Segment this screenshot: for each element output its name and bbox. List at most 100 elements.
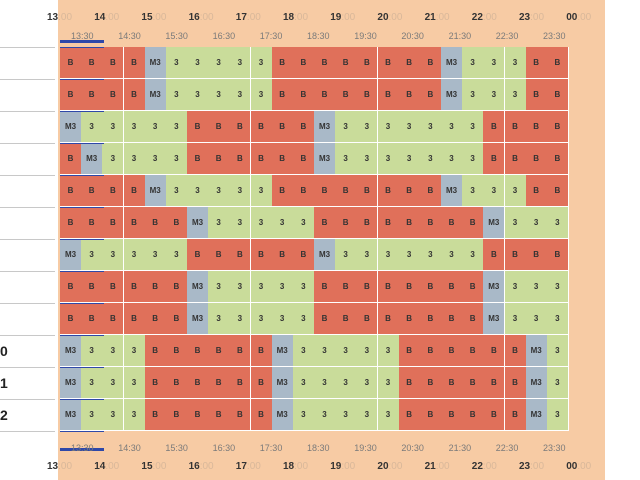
schedule-cell[interactable]: M3: [187, 207, 209, 239]
schedule-cell[interactable]: B: [292, 111, 315, 143]
schedule-cell[interactable]: B: [525, 239, 548, 271]
schedule-cell[interactable]: 3: [102, 239, 125, 271]
schedule-cell[interactable]: 3: [441, 111, 463, 143]
schedule-cell[interactable]: B: [165, 399, 188, 431]
schedule-cell[interactable]: 3: [335, 239, 358, 271]
schedule-cell[interactable]: 3: [546, 303, 569, 335]
schedule-cell[interactable]: 3: [462, 79, 485, 111]
schedule-cell[interactable]: B: [504, 143, 527, 175]
schedule-cell[interactable]: M3: [483, 303, 506, 335]
schedule-cell[interactable]: B: [441, 367, 463, 399]
schedule-cell[interactable]: 3: [462, 175, 485, 207]
schedule-cell[interactable]: M3: [271, 335, 294, 367]
schedule-cell[interactable]: B: [314, 175, 336, 207]
schedule-cell[interactable]: 3: [335, 367, 358, 399]
schedule-cell[interactable]: B: [60, 303, 82, 335]
schedule-cell[interactable]: 3: [208, 47, 231, 79]
schedule-cell[interactable]: B: [271, 143, 294, 175]
schedule-cell[interactable]: B: [271, 47, 294, 79]
schedule-cell[interactable]: M3: [60, 239, 82, 271]
schedule-cell[interactable]: B: [144, 399, 167, 431]
schedule-cell[interactable]: B: [187, 143, 209, 175]
schedule-cell[interactable]: B: [356, 207, 379, 239]
schedule-cell[interactable]: M3: [187, 271, 209, 303]
schedule-cell[interactable]: 3: [504, 79, 527, 111]
schedule-cell[interactable]: B: [398, 79, 421, 111]
schedule-cell[interactable]: 3: [123, 143, 146, 175]
schedule-cell[interactable]: 3: [292, 271, 315, 303]
schedule-cell[interactable]: M3: [314, 143, 336, 175]
schedule-cell[interactable]: B: [250, 335, 273, 367]
schedule-cell[interactable]: M3: [271, 399, 294, 431]
schedule-cell[interactable]: 3: [123, 367, 146, 399]
schedule-cell[interactable]: B: [377, 79, 400, 111]
schedule-cell[interactable]: 3: [229, 175, 252, 207]
schedule-cell[interactable]: M3: [271, 367, 294, 399]
schedule-cell[interactable]: B: [377, 207, 400, 239]
schedule-cell[interactable]: 3: [81, 111, 104, 143]
schedule-cell[interactable]: 3: [462, 239, 485, 271]
schedule-cell[interactable]: 3: [504, 271, 527, 303]
schedule-cell[interactable]: B: [60, 79, 82, 111]
schedule-cell[interactable]: 3: [462, 47, 485, 79]
schedule-cell[interactable]: 3: [335, 143, 358, 175]
schedule-cell[interactable]: 3: [81, 335, 104, 367]
schedule-cell[interactable]: 3: [525, 271, 548, 303]
schedule-cell[interactable]: 3: [292, 399, 315, 431]
schedule-cell[interactable]: B: [60, 175, 82, 207]
schedule-cell[interactable]: B: [102, 207, 125, 239]
schedule-cell[interactable]: B: [314, 79, 336, 111]
schedule-cell[interactable]: B: [250, 143, 273, 175]
schedule-cell[interactable]: M3: [144, 79, 167, 111]
schedule-cell[interactable]: B: [123, 271, 146, 303]
schedule-cell[interactable]: B: [483, 111, 506, 143]
schedule-cell[interactable]: B: [525, 175, 548, 207]
schedule-cell[interactable]: 3: [250, 207, 273, 239]
schedule-cell[interactable]: B: [462, 335, 485, 367]
schedule-cell[interactable]: 3: [187, 47, 209, 79]
schedule-cell[interactable]: B: [123, 79, 146, 111]
schedule-cell[interactable]: 3: [314, 335, 336, 367]
schedule-cell[interactable]: 3: [165, 143, 188, 175]
schedule-cell[interactable]: M3: [525, 399, 548, 431]
schedule-cell[interactable]: B: [81, 175, 104, 207]
schedule-cell[interactable]: B: [250, 399, 273, 431]
schedule-cell[interactable]: M3: [60, 399, 82, 431]
schedule-cell[interactable]: B: [419, 79, 442, 111]
schedule-cell[interactable]: M3: [187, 303, 209, 335]
schedule-cell[interactable]: B: [504, 111, 527, 143]
schedule-cell[interactable]: 3: [398, 143, 421, 175]
schedule-cell[interactable]: 3: [229, 79, 252, 111]
schedule-cell[interactable]: B: [165, 367, 188, 399]
schedule-cell[interactable]: B: [123, 303, 146, 335]
schedule-cell[interactable]: 3: [123, 111, 146, 143]
schedule-cell[interactable]: B: [335, 79, 358, 111]
schedule-cell[interactable]: B: [102, 271, 125, 303]
schedule-cell[interactable]: B: [229, 111, 252, 143]
schedule-cell[interactable]: 3: [271, 303, 294, 335]
schedule-cell[interactable]: B: [81, 207, 104, 239]
schedule-cell[interactable]: B: [441, 271, 463, 303]
schedule-cell[interactable]: B: [335, 303, 358, 335]
schedule-cell[interactable]: B: [398, 207, 421, 239]
schedule-cell[interactable]: 3: [187, 79, 209, 111]
schedule-cell[interactable]: B: [504, 335, 527, 367]
schedule-cell[interactable]: B: [208, 335, 231, 367]
schedule-cell[interactable]: B: [419, 47, 442, 79]
schedule-cell[interactable]: B: [546, 111, 569, 143]
schedule-cell[interactable]: B: [356, 175, 379, 207]
schedule-cell[interactable]: 3: [483, 47, 506, 79]
schedule-cell[interactable]: 3: [144, 239, 167, 271]
schedule-cell[interactable]: 3: [377, 111, 400, 143]
schedule-cell[interactable]: B: [144, 335, 167, 367]
schedule-cell[interactable]: 3: [102, 143, 125, 175]
schedule-cell[interactable]: B: [165, 207, 188, 239]
schedule-cell[interactable]: 3: [292, 335, 315, 367]
schedule-cell[interactable]: 3: [81, 239, 104, 271]
schedule-cell[interactable]: B: [419, 367, 442, 399]
schedule-cell[interactable]: B: [504, 239, 527, 271]
schedule-cell[interactable]: B: [165, 303, 188, 335]
schedule-cell[interactable]: B: [165, 335, 188, 367]
schedule-cell[interactable]: 3: [441, 239, 463, 271]
schedule-cell[interactable]: 3: [165, 175, 188, 207]
